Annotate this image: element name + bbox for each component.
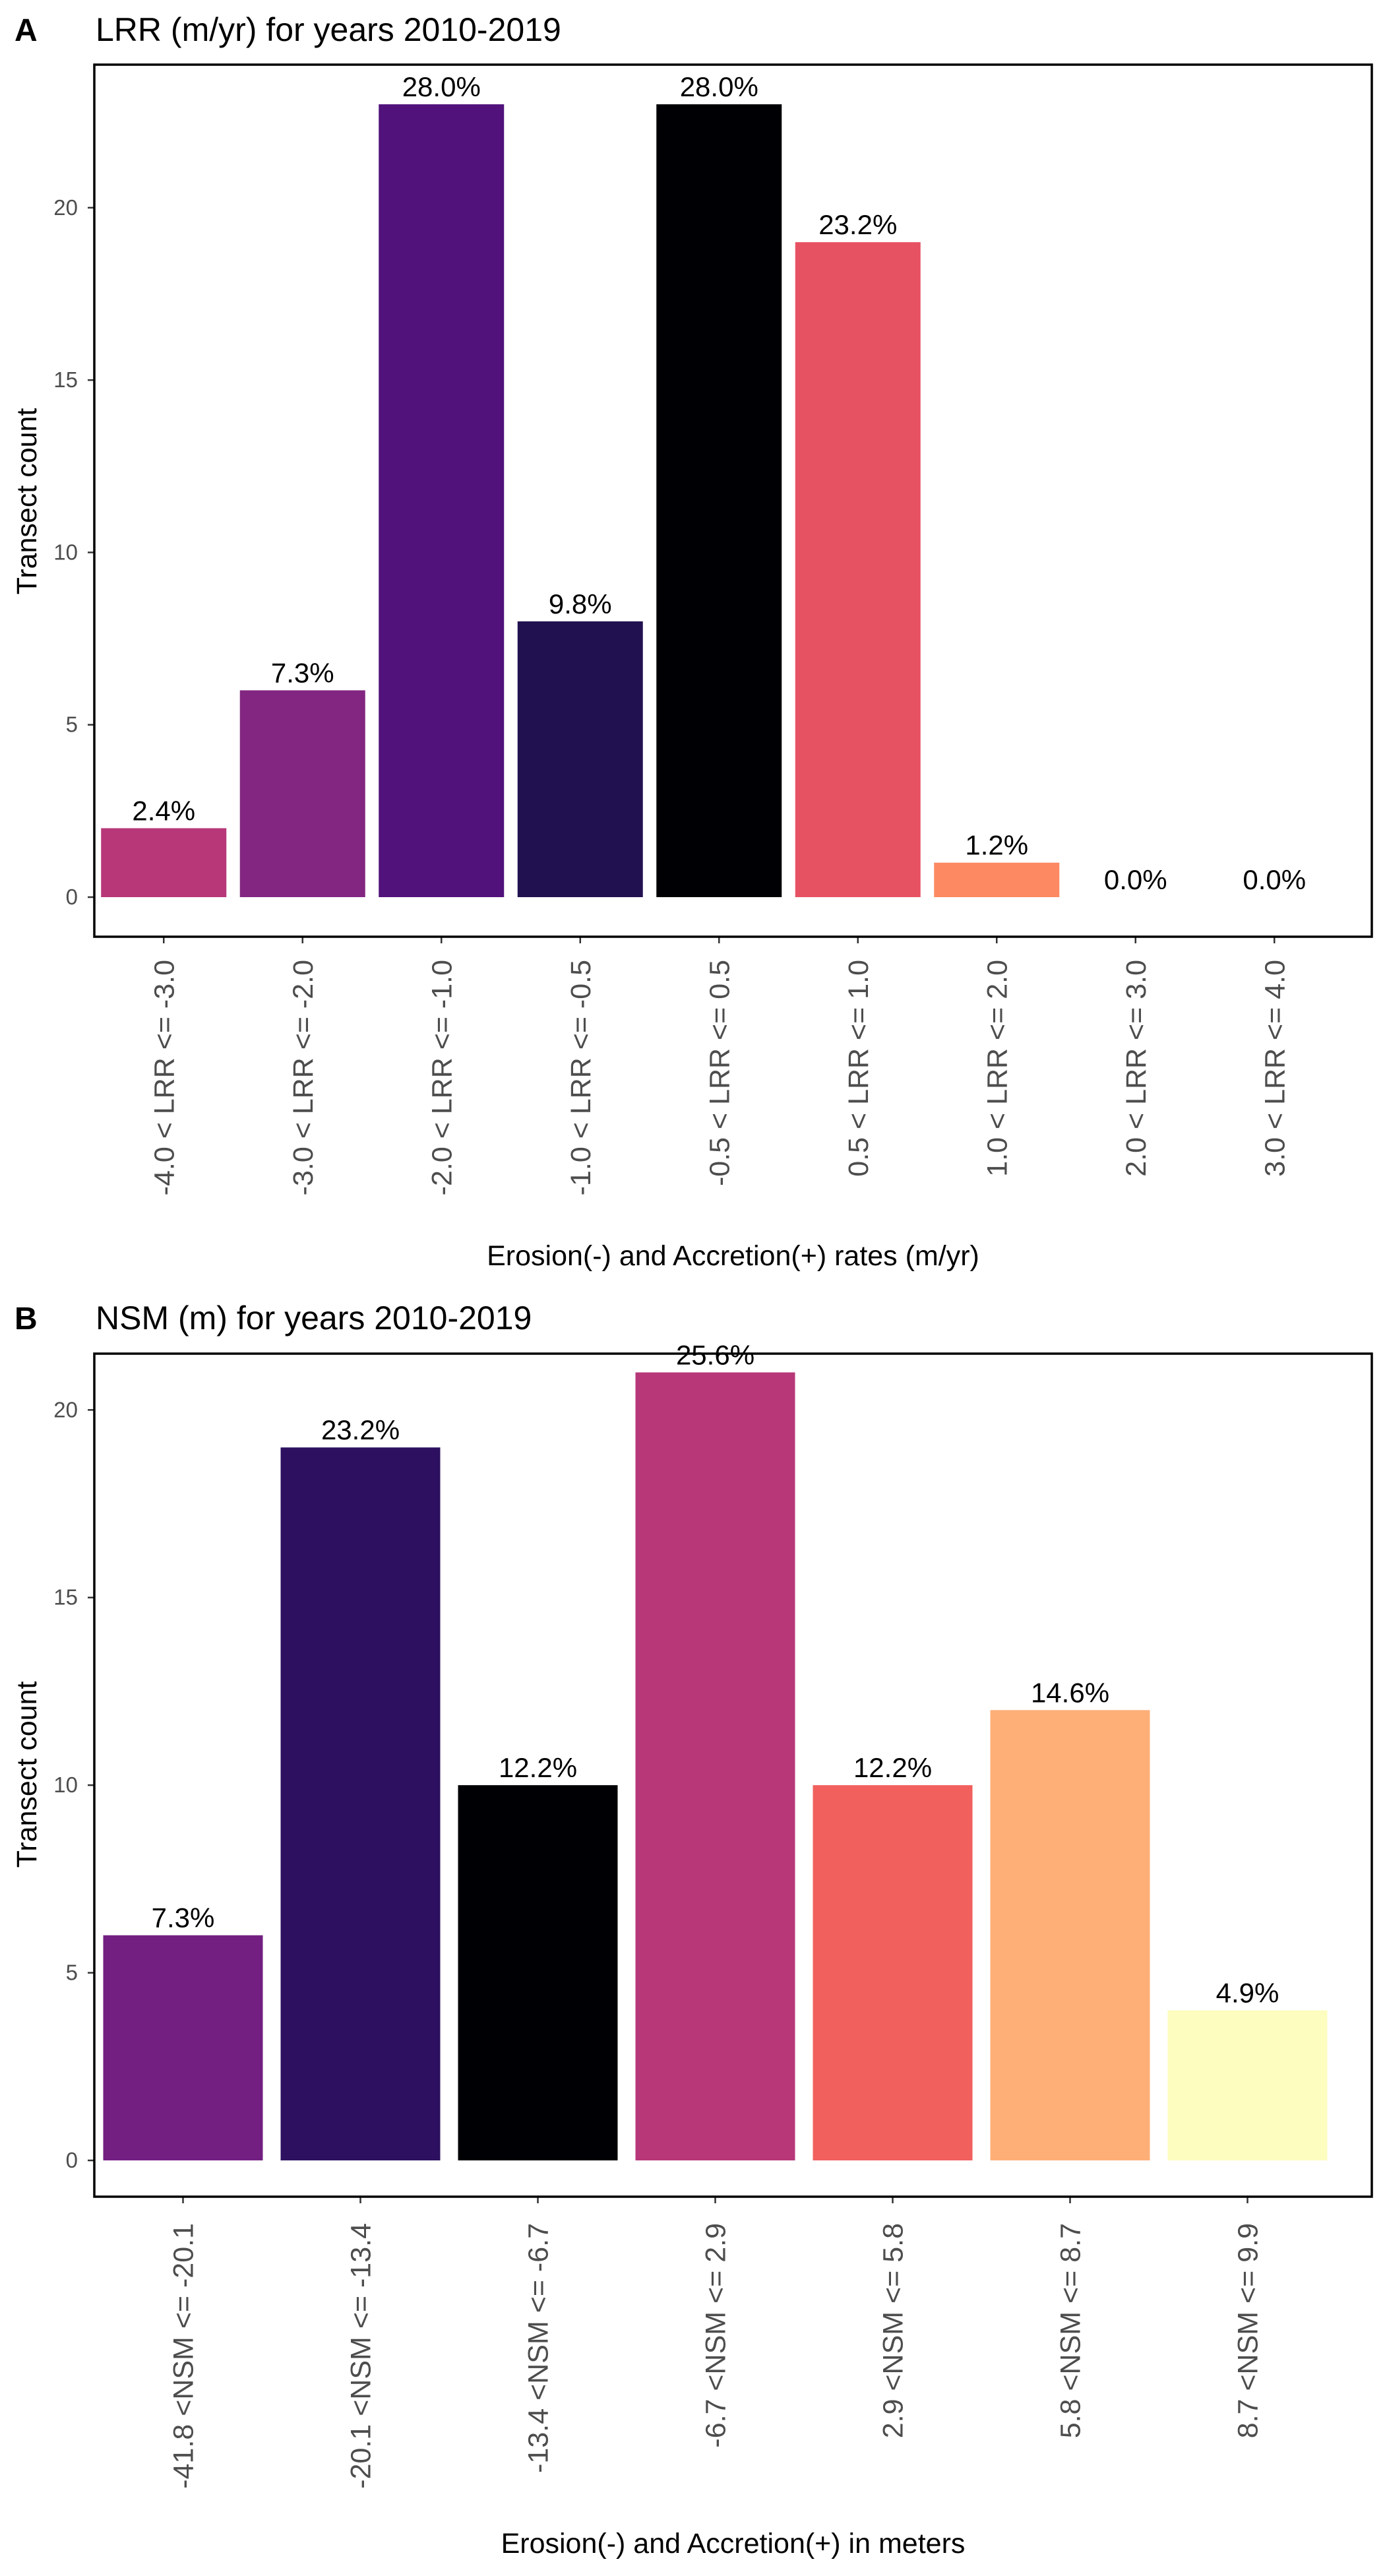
bar-data-label: 14.6% bbox=[1031, 1677, 1109, 1708]
x-tick-label: 8.7 <NSM <= 9.9 bbox=[1233, 2223, 1264, 2438]
plot-border bbox=[93, 1352, 1373, 2198]
x-tick-label: -20.1 <NSM <= -13.4 bbox=[346, 2223, 377, 2489]
y-tick-label: 15 bbox=[53, 1585, 78, 1610]
y-tick-label: 0 bbox=[66, 2148, 78, 2172]
y-axis-title: Transect count bbox=[11, 1681, 43, 1868]
plot-border bbox=[93, 63, 1373, 938]
x-tick-label: -1.0 < LRR <= -0.5 bbox=[565, 960, 597, 1195]
bar bbox=[1167, 2010, 1328, 2160]
x-axis-title: Erosion(-) and Accretion(+) in meters bbox=[501, 2528, 966, 2560]
bar-data-label: 9.8% bbox=[549, 588, 612, 619]
bar-data-label: 0.0% bbox=[1104, 864, 1167, 895]
bar bbox=[934, 862, 1060, 897]
bar-data-label: 23.2% bbox=[321, 1414, 400, 1445]
panel-letter: A bbox=[15, 13, 38, 48]
y-tick-label: 5 bbox=[66, 1961, 78, 1985]
bar-data-label: 25.6% bbox=[676, 1339, 754, 1370]
bar bbox=[656, 104, 782, 898]
y-tick-label: 20 bbox=[53, 1397, 78, 1422]
x-tick-label: -6.7 <NSM <= 2.9 bbox=[700, 2223, 732, 2448]
y-tick-label: 20 bbox=[53, 195, 78, 220]
bar bbox=[379, 104, 505, 898]
y-tick-label: 5 bbox=[66, 712, 78, 737]
x-tick-label: 2.0 < LRR <= 3.0 bbox=[1121, 960, 1152, 1177]
y-tick-label: 10 bbox=[53, 540, 78, 564]
bar bbox=[635, 1372, 795, 2160]
bar-data-label: 1.2% bbox=[965, 830, 1028, 861]
bar-data-label: 23.2% bbox=[818, 209, 897, 240]
bar-data-label: 7.3% bbox=[271, 657, 334, 688]
x-tick-label: -3.0 < LRR <= -2.0 bbox=[288, 960, 319, 1195]
x-tick-label: -0.5 < LRR <= 0.5 bbox=[704, 960, 735, 1186]
x-tick-label: 1.0 < LRR <= 2.0 bbox=[981, 960, 1013, 1177]
bar-data-label: 28.0% bbox=[680, 71, 758, 102]
x-tick-label: 2.9 <NSM <= 5.8 bbox=[878, 2223, 909, 2438]
x-tick-label: -41.8 <NSM <= -20.1 bbox=[168, 2223, 200, 2489]
bar-data-label: 2.4% bbox=[132, 795, 195, 826]
x-tick-label: 5.8 <NSM <= 8.7 bbox=[1055, 2223, 1087, 2438]
x-tick-label: -2.0 < LRR <= -1.0 bbox=[426, 960, 458, 1195]
bar bbox=[280, 1447, 441, 2160]
y-tick-label: 15 bbox=[53, 367, 78, 392]
bar bbox=[813, 1785, 973, 2160]
x-tick-label: 3.0 < LRR <= 4.0 bbox=[1259, 960, 1291, 1177]
bar bbox=[458, 1785, 618, 2160]
bar-data-label: 7.3% bbox=[152, 1902, 215, 1933]
y-tick-label: 0 bbox=[66, 885, 78, 909]
bar bbox=[239, 690, 365, 897]
x-axis-title: Erosion(-) and Accretion(+) rates (m/yr) bbox=[487, 1240, 979, 1272]
panel-title: LRR (m/yr) for years 2010-2019 bbox=[96, 11, 561, 48]
x-tick-label: 0.5 < LRR <= 1.0 bbox=[843, 960, 875, 1177]
bar-data-label: 12.2% bbox=[499, 1752, 577, 1783]
bar bbox=[517, 621, 643, 897]
bar-data-label: 4.9% bbox=[1216, 1977, 1279, 2008]
panel-title: NSM (m) for years 2010-2019 bbox=[96, 1300, 532, 1336]
bar bbox=[990, 1710, 1150, 2160]
y-tick-label: 10 bbox=[53, 1773, 78, 1797]
bar-data-label: 12.2% bbox=[853, 1752, 932, 1783]
bar-data-label: 0.0% bbox=[1243, 864, 1306, 895]
x-tick-label: -4.0 < LRR <= -3.0 bbox=[148, 960, 180, 1195]
bar bbox=[795, 242, 921, 897]
bar bbox=[103, 1935, 263, 2160]
y-axis-title: Transect count bbox=[11, 408, 43, 595]
bar-data-label: 28.0% bbox=[402, 71, 481, 102]
panel-letter: B bbox=[15, 1302, 38, 1336]
x-tick-label: -13.4 <NSM <= -6.7 bbox=[523, 2223, 555, 2473]
bar bbox=[101, 828, 227, 897]
